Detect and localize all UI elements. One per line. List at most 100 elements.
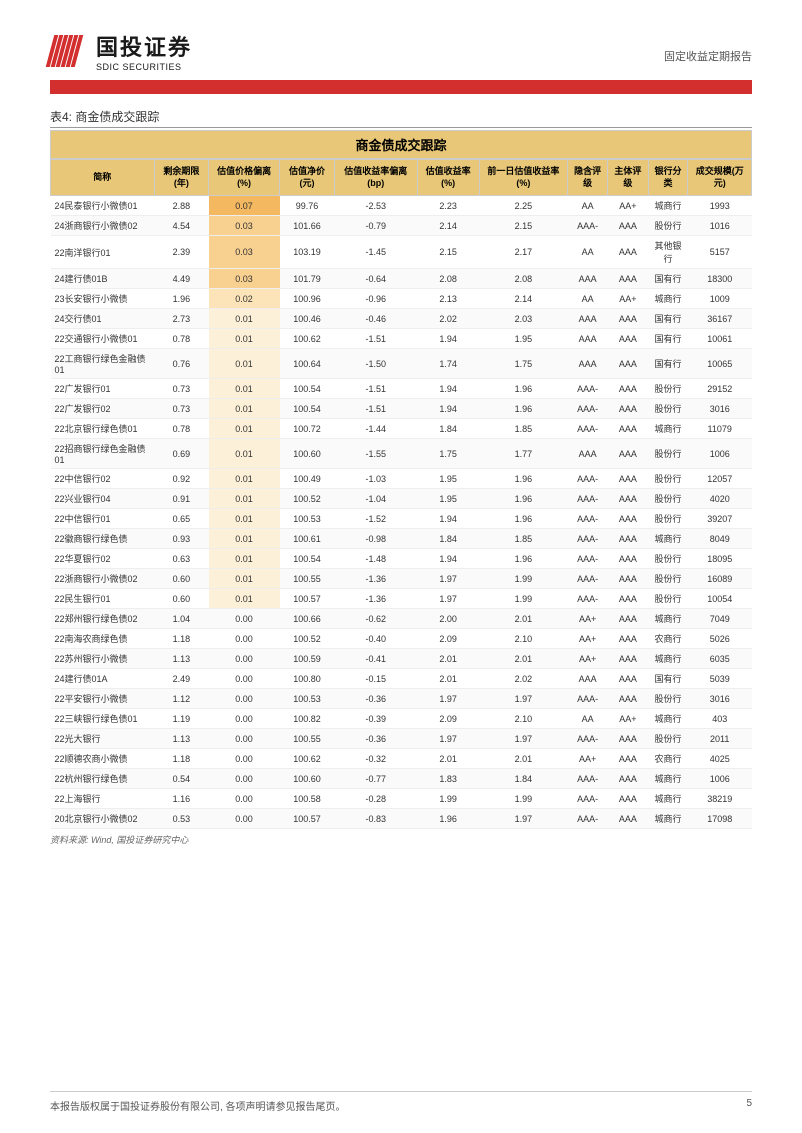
table-cell: 0.53 (154, 809, 209, 829)
table-cell: 股份行 (648, 549, 688, 569)
table-cell: 0.01 (209, 349, 280, 379)
table-caption: 表4: 商金债成交跟踪 (50, 108, 752, 128)
table-cell: 2.88 (154, 196, 209, 216)
table-cell: 2.08 (417, 269, 479, 289)
table-cell: 22兴业银行04 (51, 489, 155, 509)
table-cell: -0.64 (335, 269, 418, 289)
table-cell: AAA- (567, 769, 607, 789)
source-note: 资料来源: Wind, 国投证券研究中心 (50, 833, 752, 846)
table-row: 22顺德农商小微债1.180.00100.62-0.322.012.01AA+A… (51, 749, 752, 769)
table-cell: 100.46 (280, 309, 335, 329)
table-cell: 2.01 (479, 749, 567, 769)
table-cell: AAA (567, 329, 607, 349)
logo-area: 国投证券 SDIC SECURITIES (50, 30, 192, 72)
table-cell: 0.60 (154, 589, 209, 609)
table-cell: AAA (608, 216, 648, 236)
table-cell: 103.19 (280, 236, 335, 269)
table-cell: 0.03 (209, 269, 280, 289)
table-cell: 4025 (688, 749, 752, 769)
table-cell: AAA (608, 789, 648, 809)
table-cell: 1016 (688, 216, 752, 236)
table-cell: 4.54 (154, 216, 209, 236)
column-header: 估值净价(元) (280, 160, 335, 196)
table-cell: 0.03 (209, 216, 280, 236)
table-cell: 0.00 (209, 749, 280, 769)
table-cell: 0.60 (154, 569, 209, 589)
table-cell: 100.60 (280, 769, 335, 789)
table-cell: AAA (608, 489, 648, 509)
table-cell: 2.73 (154, 309, 209, 329)
table-cell: 1.99 (479, 589, 567, 609)
table-cell: 0.00 (209, 789, 280, 809)
logo-cn: 国投证券 (96, 30, 192, 62)
table-row: 22中信银行020.920.01100.49-1.031.951.96AAA-A… (51, 469, 752, 489)
table-cell: AAA- (567, 789, 607, 809)
table-cell: 22工商银行绿色金融债01 (51, 349, 155, 379)
table-cell: AA+ (608, 709, 648, 729)
table-cell: 100.62 (280, 329, 335, 349)
table-row: 24浙商银行小微债024.540.03101.66-0.792.142.15AA… (51, 216, 752, 236)
column-header: 前一日估值收益率(%) (479, 160, 567, 196)
column-header: 银行分类 (648, 160, 688, 196)
table-cell: 1.99 (417, 789, 479, 809)
table-cell: AAA (567, 439, 607, 469)
table-row: 22光大银行1.130.00100.55-0.361.971.97AAA-AAA… (51, 729, 752, 749)
table-row: 22徽商银行绿色债0.930.01100.61-0.981.841.85AAA-… (51, 529, 752, 549)
table-cell: 股份行 (648, 729, 688, 749)
table-cell: 1.85 (479, 529, 567, 549)
table-cell: AAA (567, 669, 607, 689)
table-cell: 2.25 (479, 196, 567, 216)
table-cell: 1.99 (479, 569, 567, 589)
table-cell: 100.53 (280, 509, 335, 529)
table-cell: 城商行 (648, 529, 688, 549)
table-cell: 22上海银行 (51, 789, 155, 809)
table-cell: 20北京银行小微债02 (51, 809, 155, 829)
table-cell: 10054 (688, 589, 752, 609)
table-cell: 0.01 (209, 529, 280, 549)
table-cell: 0.69 (154, 439, 209, 469)
table-cell: -2.53 (335, 196, 418, 216)
table-row: 22招商银行绿色金融债010.690.01100.60-1.551.751.77… (51, 439, 752, 469)
table-cell: AAA (608, 589, 648, 609)
table-cell: 1.97 (479, 689, 567, 709)
table-cell: AA+ (567, 609, 607, 629)
table-cell: AAA (608, 529, 648, 549)
table-cell: 2.00 (417, 609, 479, 629)
table-cell: 1.94 (417, 329, 479, 349)
table-cell: 4020 (688, 489, 752, 509)
table-cell: 22杭州银行绿色债 (51, 769, 155, 789)
table-cell: 2.15 (479, 216, 567, 236)
table-cell: 4.49 (154, 269, 209, 289)
copyright-text: 本报告版权属于国投证券股份有限公司, 各项声明请参见报告尾页。 (50, 1098, 346, 1113)
table-cell: 1.04 (154, 609, 209, 629)
table-row: 24建行债01B4.490.03101.79-0.642.082.08AAAAA… (51, 269, 752, 289)
table-cell: -1.36 (335, 589, 418, 609)
table-cell: 0.00 (209, 729, 280, 749)
table-cell: 1.96 (479, 509, 567, 529)
table-cell: 其他银行 (648, 236, 688, 269)
table-cell: 22苏州银行小微债 (51, 649, 155, 669)
table-cell: -1.50 (335, 349, 418, 379)
table-row: 22北京银行绿色债010.780.01100.72-1.441.841.85AA… (51, 419, 752, 439)
table-cell: 22南洋银行01 (51, 236, 155, 269)
table-title: 商金债成交跟踪 (50, 130, 752, 159)
table-cell: 8049 (688, 529, 752, 549)
table-cell: 5157 (688, 236, 752, 269)
table-cell: AAA- (567, 419, 607, 439)
table-cell: 22徽商银行绿色债 (51, 529, 155, 549)
table-cell: 股份行 (648, 379, 688, 399)
table-cell: 1.97 (479, 729, 567, 749)
table-cell: 1.97 (417, 589, 479, 609)
table-cell: 0.78 (154, 419, 209, 439)
table-cell: -1.55 (335, 439, 418, 469)
table-cell: AAA- (567, 589, 607, 609)
table-row: 24民泰银行小微债012.880.0799.76-2.532.232.25AAA… (51, 196, 752, 216)
table-cell: 2.01 (417, 669, 479, 689)
logo-text: 国投证券 SDIC SECURITIES (96, 30, 192, 72)
table-cell: 2.02 (417, 309, 479, 329)
table-cell: 5039 (688, 669, 752, 689)
table-cell: 100.57 (280, 809, 335, 829)
table-cell: 1.77 (479, 439, 567, 469)
table-cell: 2.01 (417, 749, 479, 769)
table-cell: 22平安银行小微债 (51, 689, 155, 709)
